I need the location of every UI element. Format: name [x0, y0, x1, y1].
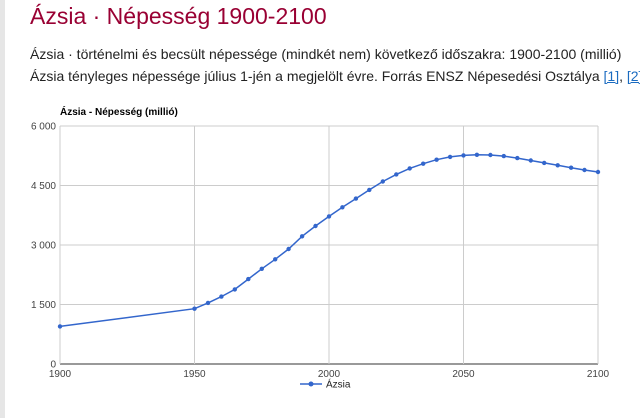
data-point	[246, 276, 251, 282]
reference-separator: ,	[619, 68, 627, 84]
legend-label: Ázsia	[326, 378, 351, 391]
data-point	[568, 165, 574, 170]
description-line-1: Ázsia · történelmi és becsült népessége …	[30, 46, 622, 62]
population-line-chart: Ázsia - Népesség (millió) 0 1 500 3 000 4 5…	[31, 105, 610, 391]
data-point	[232, 287, 237, 292]
data-point	[421, 161, 426, 166]
data-point	[488, 152, 493, 158]
data-point	[219, 294, 224, 299]
y-tick-label: 1 500	[31, 300, 56, 311]
series-line-0	[59, 154, 599, 328]
data-point	[434, 157, 439, 162]
chart-title: Ázsia - Népesség (millió)	[60, 105, 178, 118]
data-point	[542, 160, 547, 166]
data-point	[555, 163, 560, 168]
data-point	[353, 196, 359, 201]
data-point	[582, 167, 587, 173]
x-tick-label: 2000	[318, 369, 341, 380]
data-point	[515, 155, 520, 161]
data-point	[286, 246, 291, 252]
y-tick-label: 6 000	[31, 122, 56, 133]
data-point	[595, 169, 601, 175]
page-description: Ázsia · történelmi és becsült népessége …	[30, 43, 640, 87]
x-tick-label: 1900	[49, 369, 72, 380]
data-point	[407, 166, 412, 171]
data-point	[528, 158, 533, 163]
data-point	[273, 257, 278, 262]
chart-grid	[59, 125, 599, 365]
y-tick-label: 0	[50, 360, 56, 371]
data-point	[192, 306, 197, 311]
reference-link-1[interactable]: [1]	[603, 68, 620, 84]
y-tick-label: 4 500	[31, 181, 56, 192]
x-tick-label: 2100	[587, 369, 610, 380]
data-point	[501, 153, 506, 159]
left-border	[0, 0, 5, 418]
data-point	[57, 324, 63, 329]
reference-link-2[interactable]: [2]	[626, 68, 640, 84]
chart-series	[57, 152, 601, 329]
legend-swatch-point	[308, 381, 314, 387]
x-tick-label: 1950	[183, 369, 206, 380]
data-point	[380, 179, 385, 184]
data-point	[474, 152, 480, 157]
data-point	[313, 223, 318, 229]
x-tick-label: 2050	[452, 369, 475, 380]
data-point	[340, 205, 345, 210]
chart-axes: 0 1 500 3 000 4 500 6 000 1900 1950 2000 2050 210…	[31, 122, 610, 381]
description-line-2-text: Ázsia tényleges népessége július 1-jén a…	[30, 68, 600, 84]
data-point	[461, 153, 466, 158]
description-line-2: Ázsia tényleges népessége július 1-jén a…	[30, 65, 640, 87]
y-tick-label: 3 000	[31, 241, 56, 252]
chart-legend: Ázsia	[300, 378, 351, 391]
data-point	[394, 172, 399, 177]
data-point	[367, 187, 372, 193]
data-point	[299, 234, 305, 239]
page-title: Ázsia · Népesség 1900-2100	[30, 3, 327, 29]
data-point	[259, 266, 264, 271]
data-point	[205, 300, 211, 306]
data-point	[326, 214, 332, 219]
data-point	[447, 154, 453, 160]
